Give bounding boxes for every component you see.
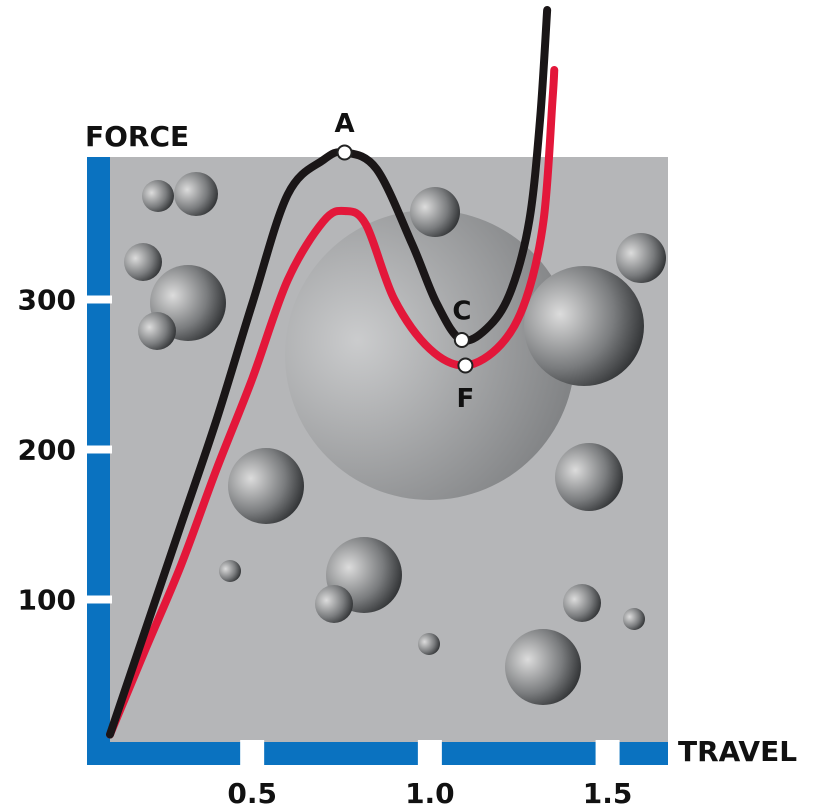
x-tick-label: 0.5 <box>227 777 277 810</box>
y-tick-label: 200 <box>18 434 76 467</box>
y-tick-label: 100 <box>18 584 76 617</box>
x-axis-label: TRAVEL <box>678 735 797 768</box>
point-label: F <box>457 384 475 414</box>
y-tick-label: 300 <box>18 284 76 317</box>
point-label: A <box>335 109 355 139</box>
point-marker <box>338 146 352 160</box>
y-axis-label: FORCE <box>85 120 189 153</box>
chart: FORCE TRAVEL 100 200 300 0.5 1.0 1.5 A C F <box>0 0 817 811</box>
x-axis-bar <box>87 742 668 765</box>
x-tick-label: 1.5 <box>583 777 633 810</box>
x-tick-label: 1.0 <box>405 777 455 810</box>
point-marker <box>458 359 472 373</box>
y-axis-bar <box>87 157 110 765</box>
page: {"chart_data": {"type": "line", "x_label… <box>0 0 817 811</box>
point-label: C <box>452 297 471 327</box>
point-marker <box>455 333 469 347</box>
